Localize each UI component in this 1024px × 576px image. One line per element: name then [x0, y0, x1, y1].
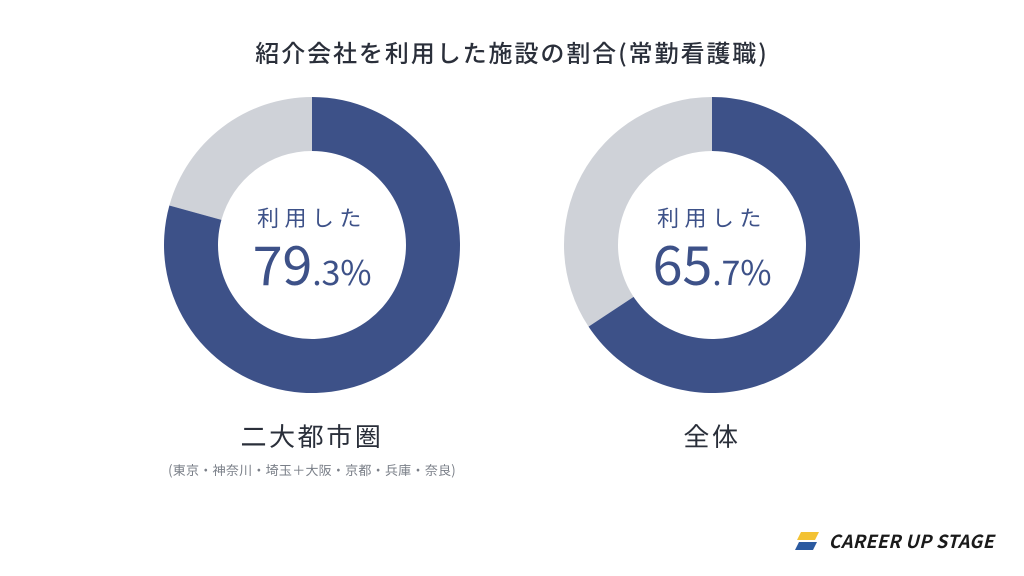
chart-metro-subcaption: (東京・神奈川・埼玉＋大阪・京都・兵庫・奈良) — [168, 460, 456, 479]
chart-metro: 利用した 79.3% 二大都市圏 (東京・神奈川・埼玉＋大阪・京都・兵庫・奈良) — [162, 95, 462, 479]
logo-mark-icon — [795, 530, 821, 552]
donut-metro-svg — [162, 95, 462, 395]
logo-text: CAREER UP STAGE — [829, 528, 994, 554]
donut-metro: 利用した 79.3% — [162, 95, 462, 395]
donut-overall: 利用した 65.7% — [562, 95, 862, 395]
brand-logo: CAREER UP STAGE — [795, 528, 994, 554]
chart-metro-caption: 二大都市圏 — [240, 417, 383, 454]
charts-row: 利用した 79.3% 二大都市圏 (東京・神奈川・埼玉＋大阪・京都・兵庫・奈良)… — [0, 95, 1024, 479]
infographic-root: { "title": "紹介会社を利用した施設の割合(常勤看護職)", "col… — [0, 0, 1024, 576]
chart-title: 紹介会社を利用した施設の割合(常勤看護職) — [0, 34, 1024, 69]
donut-overall-svg — [562, 95, 862, 395]
chart-overall-caption: 全体 — [683, 417, 740, 454]
chart-overall: 利用した 65.7% 全体 — [562, 95, 862, 479]
